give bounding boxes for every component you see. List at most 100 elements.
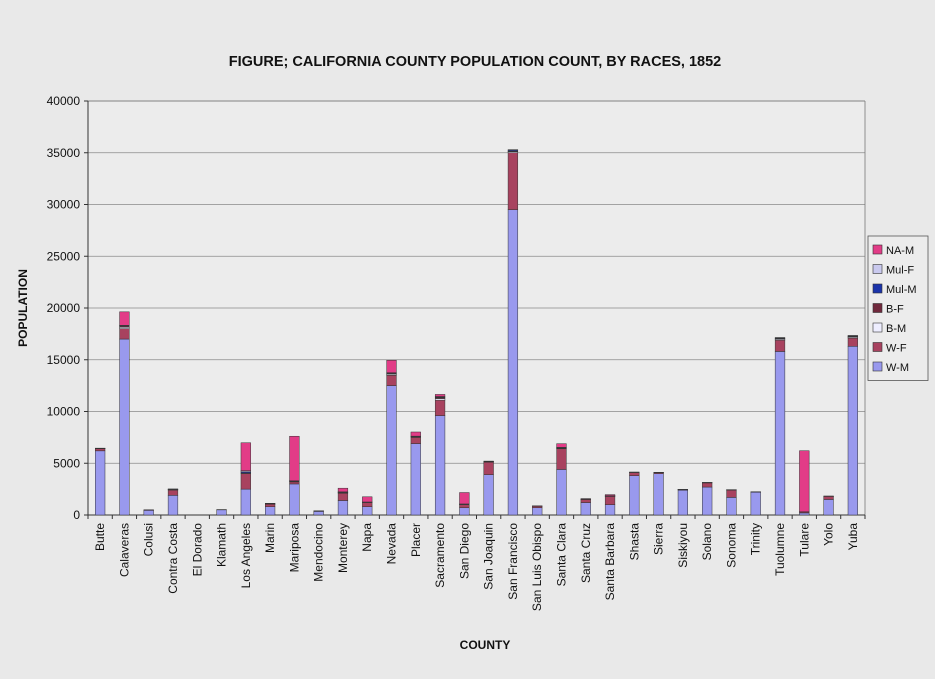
bar-segment <box>120 312 130 325</box>
x-tick-label: Sierra <box>652 523 666 555</box>
x-tick-label: Yuba <box>846 523 860 551</box>
bar-segment <box>120 339 130 515</box>
bar-segment <box>435 394 445 396</box>
bar-segment <box>678 490 688 515</box>
x-tick-label: Santa Barbara <box>603 523 617 601</box>
bar-segment <box>775 351 785 515</box>
x-tick-label: Siskiyou <box>676 523 690 568</box>
x-tick-label: San Francisco <box>506 523 520 600</box>
bar-segment <box>411 432 421 436</box>
x-axis-label: COUNTY <box>460 638 511 652</box>
bar-segment <box>290 484 300 515</box>
legend-label: B-F <box>886 304 904 316</box>
legend-label: B-M <box>886 323 906 335</box>
bar-segment <box>241 443 251 471</box>
bar-segment <box>557 444 567 448</box>
bar-segment <box>654 474 664 515</box>
x-tick-label: Tuolumne <box>773 523 787 576</box>
legend-swatch <box>873 343 882 352</box>
bar-segment <box>314 511 324 515</box>
x-tick-label: Trinity <box>749 523 763 555</box>
bar-segment <box>824 499 834 515</box>
bar-segment <box>581 503 591 515</box>
x-tick-label: Calaveras <box>117 523 131 577</box>
bar-segment <box>265 503 275 504</box>
y-axis-label: POPULATION <box>16 269 30 347</box>
legend-swatch <box>873 265 882 274</box>
x-tick-label: Sonoma <box>724 523 738 568</box>
bar-segment <box>387 360 397 372</box>
y-tick-label: 20000 <box>47 301 81 315</box>
bar-segment <box>411 444 421 515</box>
y-tick-label: 5000 <box>53 456 80 470</box>
bar-segment <box>241 474 251 490</box>
y-tick-label: 0 <box>73 508 80 522</box>
bar-segment <box>338 493 348 500</box>
legend-swatch <box>873 284 882 293</box>
bar-segment <box>411 437 421 443</box>
bar-segment <box>120 329 130 339</box>
x-tick-label: Colusi <box>142 523 156 556</box>
x-tick-label: El Dorado <box>190 523 204 577</box>
bar-segment <box>605 505 615 515</box>
bar-segment <box>605 495 615 496</box>
legend-label: Mul-M <box>886 284 917 296</box>
bar-segment <box>727 497 737 515</box>
y-tick-label: 35000 <box>47 146 81 160</box>
bar-segment <box>290 436 300 481</box>
bar-segment <box>557 449 567 470</box>
bar-segment <box>557 469 567 515</box>
x-tick-label: Shasta <box>627 523 641 561</box>
bar-segment <box>581 499 591 502</box>
bar-segment <box>629 473 639 476</box>
bar-segment <box>338 501 348 515</box>
plot-area: 0 5000 10000 15000 20000 25000 30000 35000 40000… <box>47 94 865 611</box>
bar-segment <box>702 483 712 487</box>
x-tick-label: San Diego <box>457 523 471 579</box>
legend: NA-M Mul-F Mul-M B-F B-M W-F W-M <box>868 236 928 381</box>
x-tick-label: Solano <box>700 523 714 561</box>
y-tick-label: 10000 <box>47 405 81 419</box>
x-tick-label: Santa Clara <box>554 523 568 587</box>
bar-segment <box>168 495 178 515</box>
bar-segment <box>387 386 397 515</box>
bar-segment <box>144 510 154 511</box>
x-tick-label: Mariposa <box>287 523 301 573</box>
legend-label: Mul-F <box>886 265 914 277</box>
bar-segment <box>362 507 372 515</box>
bar-segment <box>484 462 494 474</box>
bar-segment <box>435 400 445 416</box>
y-tick-label: 15000 <box>47 353 81 367</box>
legend-label: W-M <box>886 362 909 374</box>
bar-segment <box>532 508 542 515</box>
x-tick-label: Tulare <box>797 523 811 557</box>
legend-label: NA-M <box>886 245 914 257</box>
bar-segment <box>775 340 785 351</box>
x-tick-label: Butte <box>93 523 107 551</box>
bar-segment <box>144 510 154 515</box>
legend-swatch <box>873 304 882 313</box>
bar-segment <box>265 504 275 507</box>
bar-segment <box>799 451 809 512</box>
x-tick-label: Santa Cruz <box>579 523 593 583</box>
bar-segment <box>605 496 615 504</box>
chart-title: FIGURE; CALIFORNIA COUNTY POPULATION COU… <box>229 54 722 70</box>
bar-segment <box>290 482 300 484</box>
legend-label: W-F <box>886 343 907 355</box>
bar-segment <box>751 492 761 515</box>
bar-segment <box>362 497 372 502</box>
x-tick-label: Nevada <box>385 523 399 565</box>
bar-segment <box>508 153 518 210</box>
x-tick-label: San Joaquin <box>482 523 496 590</box>
bar-segment <box>460 508 470 515</box>
bar-segment <box>460 505 470 508</box>
y-tick-label: 40000 <box>47 94 81 108</box>
y-tick-label: 25000 <box>47 249 81 263</box>
bar-segment <box>460 493 470 504</box>
bar-segment <box>508 150 518 151</box>
y-tick-label: 30000 <box>47 198 81 212</box>
bar-segment <box>362 503 372 507</box>
x-tick-label: Klamath <box>215 523 229 567</box>
x-tick-label: Mendocino <box>312 523 326 582</box>
